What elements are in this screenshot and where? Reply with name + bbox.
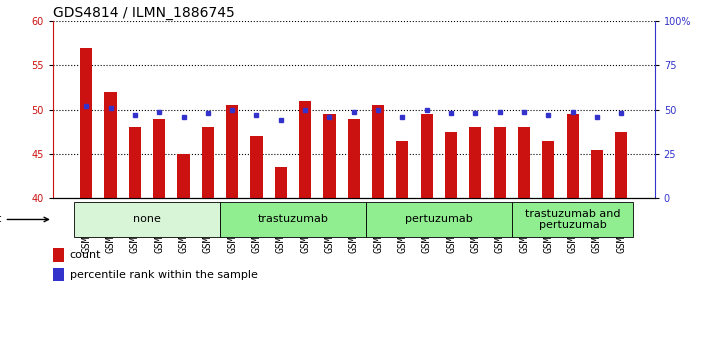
Bar — [251, 136, 263, 198]
Text: pertuzumab: pertuzumab — [405, 215, 473, 224]
Bar — [74, 202, 220, 237]
Bar — [396, 141, 408, 198]
Bar — [153, 119, 165, 198]
Bar — [372, 105, 384, 198]
Text: trastuzumab and
pertuzumab: trastuzumab and pertuzumab — [525, 209, 620, 230]
Bar — [202, 127, 214, 198]
Text: agent: agent — [0, 215, 49, 224]
Text: none: none — [133, 215, 161, 224]
Text: percentile rank within the sample: percentile rank within the sample — [70, 270, 258, 280]
Bar — [591, 149, 603, 198]
Bar — [542, 141, 555, 198]
Bar — [53, 248, 64, 262]
Bar — [518, 127, 530, 198]
Bar — [512, 202, 634, 237]
Bar — [53, 268, 64, 281]
Bar — [323, 114, 336, 198]
Bar — [421, 114, 433, 198]
Bar — [275, 167, 287, 198]
Bar — [104, 92, 117, 198]
Bar — [445, 132, 457, 198]
Bar — [129, 127, 141, 198]
Bar — [299, 101, 311, 198]
Bar — [494, 127, 505, 198]
Bar — [567, 114, 579, 198]
Bar — [226, 105, 238, 198]
Bar — [366, 202, 512, 237]
Bar — [470, 127, 482, 198]
Bar — [348, 119, 360, 198]
Bar — [615, 132, 627, 198]
Bar — [177, 154, 189, 198]
Bar — [80, 48, 92, 198]
Text: trastuzumab: trastuzumab — [258, 215, 328, 224]
Text: GDS4814 / ILMN_1886745: GDS4814 / ILMN_1886745 — [53, 6, 234, 20]
Text: count: count — [70, 250, 101, 260]
Bar — [220, 202, 366, 237]
